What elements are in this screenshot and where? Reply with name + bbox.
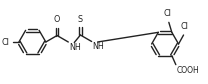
Text: NH: NH [69,43,81,52]
Text: NH: NH [93,43,104,51]
Text: Cl: Cl [164,9,172,18]
Text: O: O [54,15,60,24]
Text: COOH: COOH [177,66,199,75]
Text: Cl: Cl [1,37,9,47]
Text: Cl: Cl [181,22,188,31]
Text: S: S [78,15,83,24]
